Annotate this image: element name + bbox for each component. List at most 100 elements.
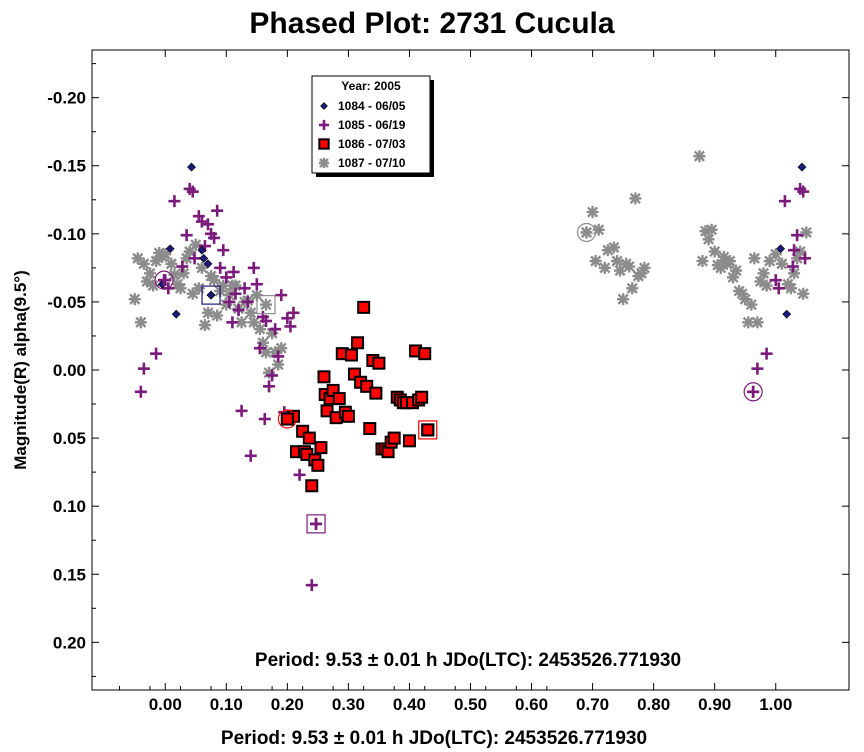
- x-tick-label: 1.00: [759, 695, 792, 714]
- data-point: [206, 290, 216, 300]
- data-point: [580, 226, 593, 239]
- data-point: [788, 244, 801, 257]
- series-1087: [128, 150, 813, 379]
- data-point: [757, 267, 770, 280]
- data-point: [782, 309, 792, 319]
- x-tick-label: 0.10: [210, 695, 243, 714]
- highlight-frame: [576, 222, 597, 243]
- y-tick-label: 0.20: [53, 633, 86, 652]
- axis-tick-labels: 0.00 0.10 0.20 0.30 0.40 0.50 0.60 0.70 0.80 0.90…: [47, 89, 792, 714]
- data-point: [244, 449, 257, 462]
- chart-title: Phased Plot: 2731 Cucula: [249, 7, 614, 40]
- data-point: [137, 362, 150, 375]
- x-tick-label: 0.70: [576, 695, 609, 714]
- data-point: [797, 185, 810, 198]
- data-point: [195, 215, 208, 228]
- data-point: [214, 261, 227, 274]
- data-point: [259, 298, 272, 311]
- data-point: [168, 195, 181, 208]
- data-point: [187, 162, 196, 172]
- data-point: [226, 316, 239, 329]
- x-tick-label: 0.30: [332, 695, 365, 714]
- data-point: [760, 279, 773, 292]
- data-point: [387, 431, 401, 445]
- data-point: [799, 252, 812, 265]
- data-point: [601, 244, 614, 257]
- data-point: [351, 336, 365, 350]
- data-point: [272, 350, 285, 363]
- data-point: [220, 271, 233, 284]
- data-point: [247, 261, 260, 274]
- data-point: [751, 316, 764, 329]
- data-point: [763, 255, 776, 268]
- data-point: [227, 265, 240, 278]
- data-point: [772, 282, 785, 295]
- data-point: [769, 248, 782, 261]
- x-tick-label: 0.20: [271, 695, 304, 714]
- data-point: [629, 192, 642, 205]
- data-point: [344, 348, 358, 362]
- data-point: [586, 206, 599, 219]
- data-point: [357, 300, 371, 314]
- data-point: [791, 229, 804, 242]
- series-1085: [134, 182, 812, 592]
- data-point: [708, 245, 721, 258]
- data-point: [775, 257, 788, 270]
- data-point: [607, 241, 620, 254]
- legend-label: 1084 - 06/05: [338, 99, 406, 113]
- data-point: [269, 323, 282, 336]
- data-point: [217, 244, 230, 257]
- legend: Year: 2005 1084 - 06/05 1085 - 06/19 1086 …: [311, 75, 434, 177]
- data-point: [134, 385, 147, 398]
- x-tick-label: 0.50: [454, 695, 487, 714]
- data-point: [696, 255, 709, 268]
- highlight-frame: [154, 270, 174, 290]
- data-point: [705, 223, 718, 236]
- highlight-frame: [743, 382, 763, 402]
- data-point: [778, 195, 791, 208]
- data-point: [788, 267, 801, 280]
- data-point: [332, 392, 346, 406]
- data-point: [293, 468, 306, 481]
- data-point: [201, 306, 214, 319]
- data-point: [208, 231, 221, 244]
- data-point: [131, 252, 144, 265]
- data-point: [128, 293, 141, 306]
- data-point: [203, 259, 213, 269]
- data-point: [150, 347, 163, 360]
- legend-entry: 1086 - 07/03: [318, 137, 406, 151]
- data-point: [176, 260, 189, 273]
- data-point: [320, 102, 328, 110]
- data-point: [617, 293, 630, 306]
- data-point: [730, 264, 743, 277]
- series-1086: [280, 300, 435, 493]
- data-point: [171, 309, 181, 319]
- highlighted-points: [154, 222, 763, 534]
- data-point: [589, 255, 602, 268]
- data-point: [626, 282, 639, 295]
- data-point: [284, 320, 297, 333]
- data-point: [318, 119, 330, 131]
- legend-label: 1085 - 06/19: [338, 118, 406, 132]
- data-point: [786, 260, 799, 273]
- y-tick-label: -0.05: [47, 293, 86, 312]
- data-point: [165, 244, 175, 254]
- data-point: [402, 434, 416, 448]
- axis-ticks: [92, 50, 849, 690]
- data-point: [723, 255, 736, 268]
- data-point: [638, 261, 651, 274]
- y-tick-label: 0.15: [53, 565, 86, 584]
- x-tick-label: 0.90: [698, 695, 731, 714]
- data-point: [263, 380, 276, 393]
- data-point: [266, 369, 279, 382]
- data-point: [751, 362, 764, 375]
- data-point: [369, 386, 383, 400]
- data-point: [174, 282, 187, 295]
- data-point: [258, 413, 271, 426]
- data-point: [211, 309, 224, 322]
- y-tick-label: 0.00: [53, 361, 86, 380]
- data-point: [320, 404, 334, 418]
- data-point: [797, 162, 807, 172]
- data-point: [623, 260, 636, 273]
- y-tick-label: -0.15: [47, 157, 86, 176]
